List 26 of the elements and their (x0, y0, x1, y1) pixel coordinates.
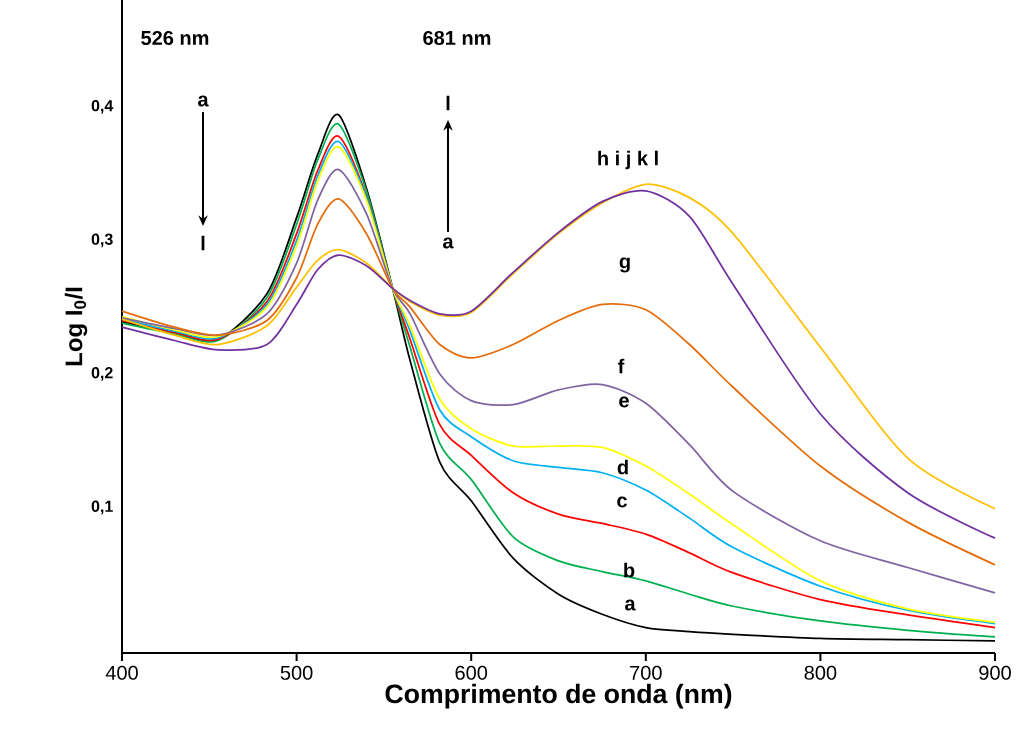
annotation: h i j k l (598, 150, 658, 170)
y-tick-label: 0,3 (91, 233, 113, 248)
x-tick-label: 600 (455, 665, 488, 680)
annotation: b (624, 562, 635, 578)
y-tick-label: 0,1 (91, 500, 113, 515)
annotation: a (443, 237, 454, 249)
x-tick-label: 800 (804, 665, 837, 680)
x-tick-label: 700 (630, 665, 662, 680)
annotation: l (201, 235, 205, 251)
x-tick-label: 500 (280, 665, 313, 680)
annotation: 526 nm (141, 30, 209, 46)
x-tick-label: 400 (105, 665, 138, 680)
annotation: d (617, 459, 628, 475)
y-tick-label: 0,4 (91, 100, 114, 114)
annotation: c (617, 496, 627, 508)
annotation: f (618, 358, 625, 374)
y-tick-label: 0,2 (91, 367, 113, 381)
annotation: a (198, 95, 209, 107)
annotation: e (619, 396, 629, 408)
x-tick-label: 900 (979, 665, 1011, 680)
y-axis-title: Log I$_{0}$/I (64, 287, 88, 366)
annotation: l (446, 95, 450, 111)
annotation: 681 nm (423, 30, 491, 46)
annotation: a (625, 599, 636, 611)
x-axis-title: Comprimento de onda (nm) (385, 683, 732, 709)
annotation: g (619, 257, 630, 273)
